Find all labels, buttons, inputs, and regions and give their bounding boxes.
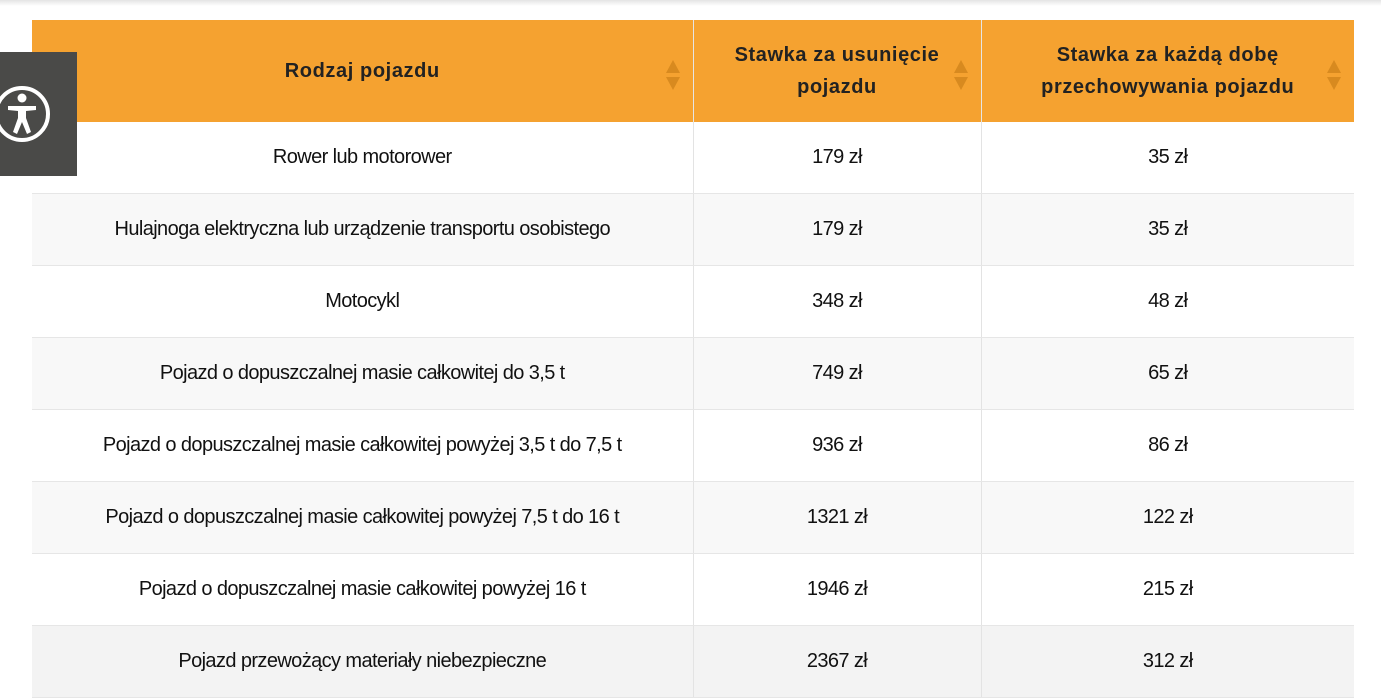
table-cell: 179 zł (693, 193, 982, 266)
table-cell: 348 zł (693, 265, 982, 338)
header-text: Stawka za każdą dobę przechowywania poja… (1041, 44, 1295, 98)
column-header[interactable]: Stawka za każdą dobę przechowywania poja… (981, 20, 1354, 122)
table-cell: 1321 zł (693, 481, 982, 554)
table-cell: 48 zł (981, 265, 1354, 338)
table-cell: 122 zł (981, 481, 1354, 554)
sort-icon (953, 60, 968, 90)
table-row: Rower lub motorower 179 zł 35 zł (32, 122, 1354, 194)
table-row: Hulajnoga elektryczna lub urządzenie tra… (32, 193, 1354, 266)
table-row: Motocykl 348 zł 48 zł (32, 265, 1354, 338)
table-cell: 86 zł (981, 409, 1354, 482)
table-row: Pojazd przewożący materiały niebezpieczn… (32, 625, 1354, 698)
table-row: Pojazd o dopuszczalnej masie całkowitej … (32, 481, 1354, 554)
table-body: Rower lub motorower 179 zł 35 zł Hulajnoga … (32, 122, 1354, 698)
table-cell: Pojazd o dopuszczalnej masie całkowitej … (32, 481, 694, 554)
table-row: Pojazd o dopuszczalnej masie całkowitej … (32, 409, 1354, 482)
table-cell: Pojazd o dopuszczalnej masie całkowitej … (32, 409, 694, 482)
table-cell: 179 zł (693, 122, 982, 194)
table-cell: 749 zł (693, 337, 982, 410)
table-cell: 35 zł (981, 122, 1354, 194)
table-cell: Pojazd o dopuszczalnej masie całkowitej … (32, 337, 694, 410)
table-cell: 2367 zł (693, 625, 982, 698)
table-row: Pojazd o dopuszczalnej masie całkowitej … (32, 553, 1354, 626)
table-cell: Rower lub motorower (32, 122, 694, 194)
column-header[interactable]: Rodzaj pojazdu (32, 20, 694, 122)
sort-icon (1327, 60, 1341, 90)
table-cell: 215 zł (981, 553, 1354, 626)
column-header[interactable]: Stawka za usunięcie pojazdu (693, 20, 982, 122)
table-cell: 35 zł (981, 193, 1354, 266)
top-border (0, 0, 1381, 6)
price-table: Rodzaj pojazdu Stawka za usunięcie pojazd… (32, 20, 1354, 698)
table-cell: 1946 zł (693, 553, 982, 626)
accessibility-button[interactable] (0, 52, 77, 176)
table-cell: 936 zł (693, 409, 982, 482)
sort-icon (665, 60, 680, 90)
table-cell: 312 zł (981, 625, 1354, 698)
table-cell: Pojazd o dopuszczalnej masie całkowitej … (32, 553, 694, 626)
header-text: Rodzaj pojazdu (284, 60, 440, 82)
accessibility-icon (0, 86, 50, 142)
table-cell: Motocykl (32, 265, 694, 338)
table-cell: Hulajnoga elektryczna lub urządzenie tra… (32, 193, 694, 266)
table-cell: 65 zł (981, 337, 1354, 410)
header-row: Rodzaj pojazdu Stawka za usunięcie pojazd… (32, 20, 1354, 122)
table-row: Pojazd o dopuszczalnej masie całkowitej … (32, 337, 1354, 410)
header-text: Stawka za usunięcie pojazdu (734, 44, 940, 98)
table-cell: Pojazd przewożący materiały niebezpieczn… (32, 625, 694, 698)
